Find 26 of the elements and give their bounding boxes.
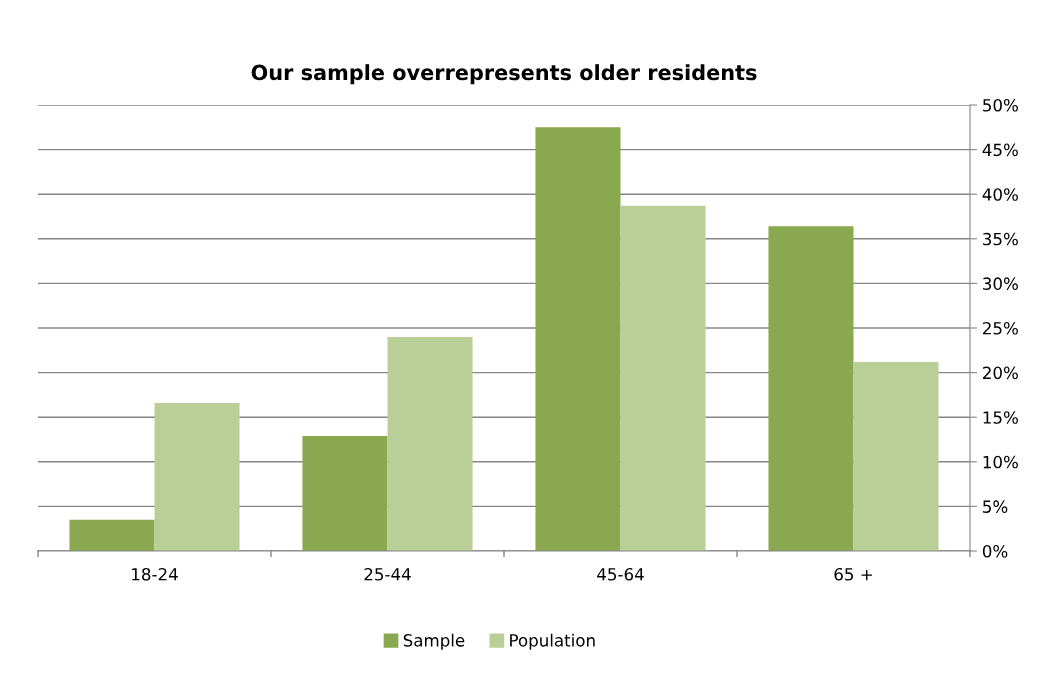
x-tick-label: 45-64 xyxy=(597,567,644,581)
y-tick-label: 0% xyxy=(982,544,1008,558)
bar xyxy=(69,519,155,551)
bar xyxy=(387,336,473,551)
y-tick-label: 5% xyxy=(983,500,1008,513)
x-tick-label: 18-24 xyxy=(132,567,178,581)
bar xyxy=(768,226,854,551)
y-tick-label: 40% xyxy=(982,188,1018,201)
bar xyxy=(535,127,621,551)
y-tick-label: 20% xyxy=(983,366,1018,380)
y-tick-label: 50% xyxy=(983,98,1018,112)
bar xyxy=(620,205,706,551)
bar xyxy=(853,361,939,551)
y-tick-label: 10% xyxy=(983,455,1018,469)
y-tick-label: 35% xyxy=(983,232,1018,246)
x-tick-label: 65 + xyxy=(834,567,872,581)
y-tick-label: 30% xyxy=(983,277,1018,290)
y-tick-label: 15% xyxy=(983,411,1018,424)
chart-title: Our sample overrepresents older residents xyxy=(251,64,757,85)
y-tick-label: 25% xyxy=(983,321,1018,335)
bar xyxy=(154,402,240,551)
legend-label: Population xyxy=(510,633,595,650)
x-tick-label: 25-44 xyxy=(364,567,411,581)
bar xyxy=(302,435,388,551)
legend-label: Sample xyxy=(403,633,465,650)
y-tick-label: 45% xyxy=(982,143,1018,157)
